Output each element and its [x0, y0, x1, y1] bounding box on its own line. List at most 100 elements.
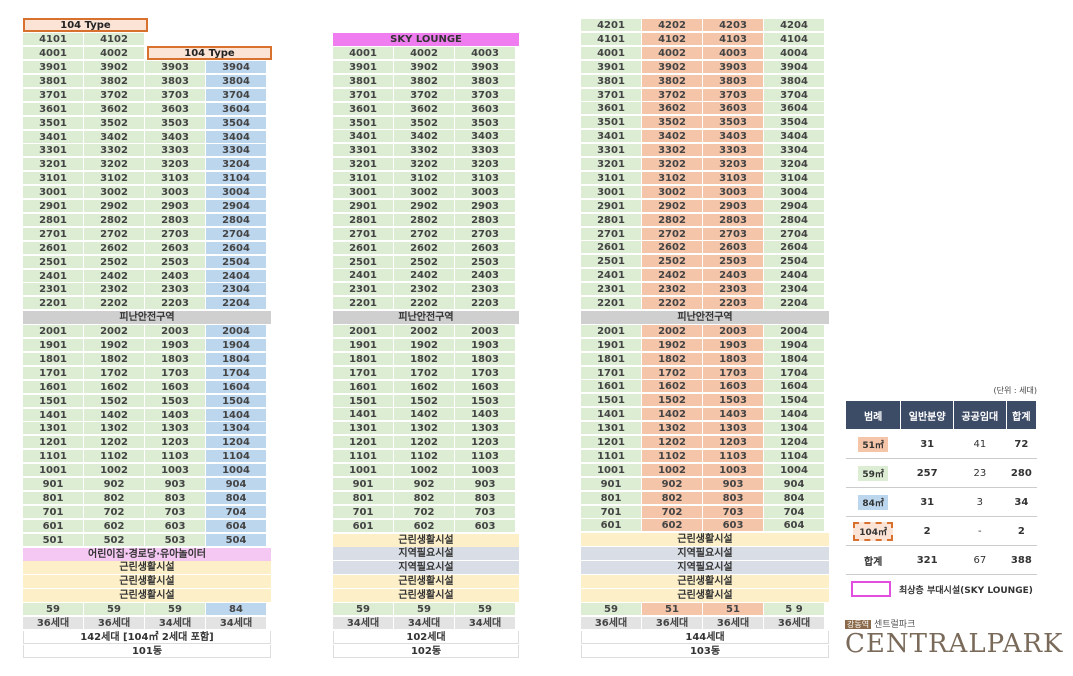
floor-row: 1701 1702 1703 1704	[23, 366, 267, 380]
unit-cell: 1303	[145, 422, 206, 436]
unit-cell: 602	[642, 519, 703, 533]
unit-cell: 1801	[23, 352, 84, 366]
facility-floor: 지역필요시설	[333, 547, 519, 561]
unit-cell: 2001	[23, 325, 84, 339]
unit-cell: 3804	[206, 74, 267, 88]
unit-cell: 1704	[206, 366, 267, 380]
unit-cell: 504	[206, 533, 267, 547]
floor-row: 2301 2302 2303 2304	[581, 283, 825, 297]
unit-cell: 3603	[455, 102, 516, 116]
unit-cell: 1704	[764, 366, 825, 380]
unit-cell: 2601	[581, 241, 642, 255]
unit-cell: 1804	[764, 352, 825, 366]
floor-row: 3501 3502 3503 3504	[23, 116, 267, 130]
unit-cell: 3701	[581, 88, 642, 102]
unit-cell: 1903	[703, 338, 764, 352]
unit-cell: 3204	[764, 158, 825, 171]
unit-cell: 702	[84, 505, 145, 519]
unit-cell: 34세대	[206, 617, 267, 630]
unit-cell: 2901	[23, 200, 84, 213]
unit-cell: 1103	[145, 450, 206, 464]
floor-row: 1301 1302 1303 1304	[581, 422, 825, 436]
unit-cell: 3903	[145, 61, 206, 74]
unit-cell: 1403	[145, 408, 206, 422]
unit-cell: 3702	[394, 88, 455, 102]
unit-cell: 901	[581, 477, 642, 491]
unit-cell: 3303	[703, 144, 764, 158]
unit-cell: 3201	[23, 158, 84, 172]
unit-cell: 2904	[764, 199, 825, 213]
unit-cell: 1501	[23, 394, 84, 408]
unit-cell: 1502	[84, 394, 145, 408]
building-total: 102세대	[333, 630, 519, 644]
legend-cell: 3	[953, 487, 1007, 517]
floor-row: 901 902 903 904	[581, 477, 825, 491]
unit-cell: 3801	[581, 74, 642, 88]
floor-row: 1501 1502 1503 1504	[581, 394, 825, 408]
unit-cell: 2404	[206, 269, 267, 283]
unit-cell: 1702	[84, 366, 145, 380]
unit-cell: 1202	[84, 436, 145, 450]
unit-cell: 2803	[703, 213, 764, 227]
floor-row: 3701 3702 3703 3704	[581, 88, 825, 102]
floor-row: 1401 1402 1403 1404	[581, 408, 825, 422]
unit-cell: 802	[394, 491, 455, 505]
legend-row-104: 104㎡ 2 - 2	[845, 516, 1037, 546]
floor-row: 601 602 603	[333, 519, 516, 533]
unit-cell: 801	[23, 491, 84, 505]
floor-row: 701 702 703 704	[23, 505, 267, 519]
unit-cell: 703	[703, 505, 764, 519]
floor-row: 1901 1902 1903 1904	[581, 338, 825, 352]
unit-cell: 3403	[455, 130, 516, 144]
facility-floor: 근린생활시설	[581, 588, 829, 602]
floor-row: 2501 2502 2503 2504	[23, 255, 267, 269]
unit-cell: 3601	[23, 102, 84, 116]
legend-cell: 388	[1006, 545, 1037, 575]
unit-cell: 36세대	[84, 617, 145, 630]
unit-cell: 2501	[23, 255, 84, 269]
unit-cell: 1303	[703, 422, 764, 436]
unit-cell: 1904	[206, 339, 267, 352]
unit-cell: 4102	[84, 33, 145, 46]
legend-swatch-84: 84㎡	[858, 494, 888, 510]
refuge-zone: 피난안전구역	[23, 311, 271, 325]
unit-cell: 2602	[642, 241, 703, 255]
legend-row-59: 59㎡ 257 23 280	[845, 458, 1037, 488]
legend-row-51: 51㎡ 31 41 72	[845, 429, 1037, 459]
unit-cell: 902	[84, 478, 145, 491]
logo-tag: 강동역	[845, 620, 872, 629]
unit-cell: 3503	[703, 116, 764, 130]
floor-row: 2201 2202 2203 2204	[23, 297, 267, 311]
legend-cell: 321	[900, 545, 954, 575]
unit-cell: 1001	[333, 464, 394, 477]
unit-cell: 1102	[642, 449, 703, 463]
unit-cell: 2303	[455, 283, 516, 297]
unit-cell: 803	[145, 491, 206, 505]
floor-row: 36세대 36세대 36세대 36세대	[581, 616, 825, 630]
sky-lounge-label: 최상층 부대시설(SKY LOUNGE)	[899, 585, 1033, 596]
unit-cell: 3604	[764, 102, 825, 116]
floor-row: 1501 1502 1503 1504	[23, 394, 267, 408]
floor-row: 4001 4002 4003	[333, 47, 516, 60]
unit-cell: 602	[394, 519, 455, 533]
unit-cell: 2801	[581, 213, 642, 227]
legend-cell: -	[953, 516, 1007, 546]
floor-row: 2901 2902 2903 2904	[581, 199, 825, 213]
unit-cell: 3304	[764, 144, 825, 158]
unit-cell: 1004	[764, 463, 825, 477]
floor-row: 3801 3802 3803 3804	[23, 74, 267, 88]
unit-cell: 3602	[84, 102, 145, 116]
unit-cell: 2002	[394, 325, 455, 338]
floor-row: 2001 2002 2003 2004	[581, 324, 825, 338]
unit-cell: 1001	[581, 463, 642, 477]
type-104-label: 104 Type	[23, 18, 148, 32]
unit-cell: 1001	[23, 464, 84, 478]
unit-cell: 1703	[145, 366, 206, 380]
floor-row: 3201 3202 3203 3204	[581, 158, 825, 171]
unit-cell: 3402	[394, 130, 455, 144]
unit-cell: 1202	[642, 436, 703, 449]
unit-cell: 1204	[206, 436, 267, 450]
unit-cell: 3902	[84, 61, 145, 74]
floor-row: 501 502 503 504	[23, 533, 267, 547]
unit-cell: 4001	[581, 46, 642, 60]
